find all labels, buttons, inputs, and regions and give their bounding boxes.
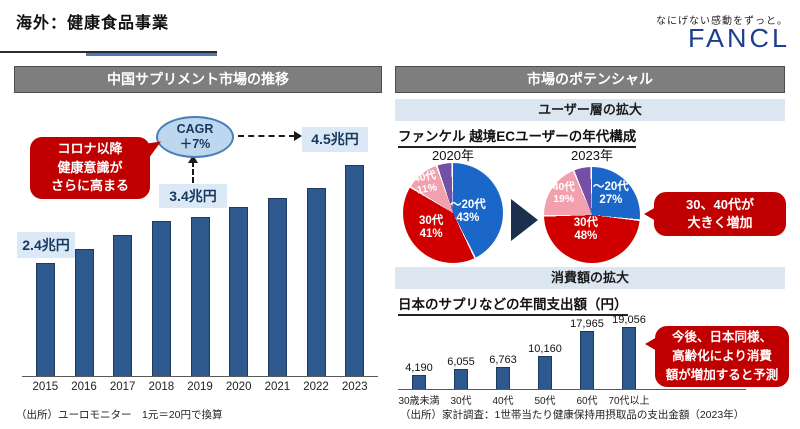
callout-corona: コロナ以降 健康意識が さらに高まる	[30, 137, 166, 199]
pie-2023-year-label: 2023年	[571, 148, 613, 163]
arrow-right-icon	[511, 199, 538, 241]
callout-tail	[645, 337, 657, 351]
title-underline-blue	[86, 53, 217, 56]
dashed-arrow-vertical	[192, 161, 194, 183]
china-market-bar	[190, 217, 210, 376]
pie-slice-label: 30代 41%	[419, 215, 444, 240]
cagr-ellipse: CAGR ＋7%	[156, 116, 234, 158]
japan-spending-bar	[496, 367, 510, 389]
callout-growth-line: 大きく増加	[687, 215, 753, 230]
japan-spending-bar	[454, 369, 468, 389]
japan-spending-bar-chart: 4,190 6,055 6,763 10,160 17,965 19,056	[398, 314, 650, 389]
value-label-2015: 2.4兆円	[17, 232, 75, 258]
year-label: 2021	[264, 381, 291, 393]
band-user-expansion: ユーザー層の拡大	[395, 99, 785, 121]
year-label: 2016	[71, 381, 97, 393]
callout-growth-line: 30、40代が	[686, 196, 754, 212]
callout-corona-line: 健康意識が	[57, 159, 123, 175]
year-label: 2023	[341, 381, 368, 393]
age-group-label: 30歳未満	[398, 396, 440, 407]
right-source-note: （出所）家計調査：1世帯当たり健康保持用摂取品の支出金額（2023年）	[400, 409, 745, 421]
year-label: 2018	[148, 381, 175, 393]
callout-forecast-line: 額が増加すると予測	[665, 367, 779, 382]
pie-chart-2023: ～20代 27% 30代 48% 40代 19%	[544, 167, 640, 263]
year-label: 2019	[187, 381, 213, 393]
china-market-bar	[229, 207, 249, 376]
china-market-bar	[35, 263, 55, 376]
china-market-bar	[267, 198, 287, 376]
china-market-bar	[113, 235, 133, 376]
age-group-label: 30代	[450, 396, 472, 407]
fancl-logo: FANCL	[687, 24, 790, 53]
age-group-label: 40代	[492, 396, 514, 407]
spending-value-label: 6,763	[489, 354, 517, 366]
china-market-bar	[306, 188, 326, 376]
china-market-bar	[74, 249, 94, 376]
spending-value-label: 6,055	[447, 356, 475, 368]
year-label: 2020	[225, 381, 252, 393]
pie-slice-label: ～20代 43%	[450, 199, 486, 224]
pie-slice-label: 40代 11%	[412, 169, 439, 197]
value-label-2019: 3.4兆円	[159, 184, 227, 208]
callout-forecast-line: 今後、日本同様、	[671, 330, 772, 345]
spending-value-label: 17,965	[570, 318, 604, 330]
callout-forecast: 今後、日本同様、 高齢化により消費 額が増加すると予測	[645, 326, 789, 387]
callout-corona-line: コロナ以降	[57, 140, 123, 156]
callout-corona-line: さらに高まる	[50, 178, 129, 194]
japan-spending-bar	[538, 356, 552, 389]
cagr-line: ＋7%	[179, 137, 211, 151]
brand-tagline: なにげない感動をずっと。	[656, 16, 788, 27]
band-spending-expansion: 消費額の拡大	[395, 267, 785, 289]
age-group-label: 50代	[534, 396, 556, 407]
value-label-2023: 4.5兆円	[302, 127, 368, 152]
pie-2020-year-label: 2020年	[432, 148, 474, 163]
dashed-arrow-horizontal-head	[294, 131, 302, 141]
cagr-line: CAGR	[176, 122, 214, 136]
ec-users-title: ファンケル 越境ECユーザーの年代構成	[398, 125, 637, 148]
dashed-arrow-horizontal	[238, 135, 295, 137]
right-section-header: 市場のポテンシャル	[395, 66, 785, 93]
china-market-bar-chart	[26, 165, 374, 376]
japan-spending-bar	[580, 331, 594, 389]
japan-chart-category-labels: 30歳未満 30代 40代 50代 60代 70代以上	[398, 392, 650, 407]
year-label: 2017	[109, 381, 136, 393]
pie-chart-2020: ～20代 43% 30代 41% 40代 11%	[403, 163, 503, 263]
japan-spending-bar	[412, 375, 426, 389]
china-market-bar	[151, 221, 171, 376]
dashed-arrow-vertical-head	[188, 155, 198, 163]
callout-tail	[644, 207, 656, 221]
china-chart-axis	[22, 376, 378, 377]
callout-forecast-line: 高齢化により消費	[672, 349, 772, 364]
pie-slice-label: 40代 19%	[552, 181, 575, 206]
callout-30-40-increase: 30、40代が 大きく増加	[644, 192, 786, 236]
title-underline-dark	[0, 51, 217, 53]
spending-value-label: 10,160	[528, 343, 562, 355]
year-label: 2022	[303, 381, 329, 393]
age-group-label: 60代	[576, 396, 598, 407]
pie-slice-label: 30代 48%	[573, 216, 599, 242]
japan-chart-axis	[398, 389, 746, 390]
age-group-label: 70代以上	[608, 396, 650, 407]
spending-value-label: 4,190	[405, 362, 433, 374]
left-source-note: （出所）ユーロモニター 1元＝20円で換算	[16, 409, 223, 421]
left-section-header: 中国サプリメント市場の推移	[14, 66, 382, 93]
japan-spending-bar	[622, 327, 636, 389]
pie-slice-label: ～20代 27%	[592, 181, 629, 207]
spending-value-label: 19,056	[612, 314, 646, 326]
page-title: 海外：健康食品事業	[16, 15, 170, 32]
japan-spending-title: 日本のサプリなどの年間支出額（円）	[398, 293, 628, 316]
year-label: 2015	[32, 381, 59, 393]
china-market-bar	[345, 165, 365, 376]
china-chart-year-labels: 2015 2016 2017 2018 2019 2020 2021 2022 2023	[26, 381, 374, 393]
